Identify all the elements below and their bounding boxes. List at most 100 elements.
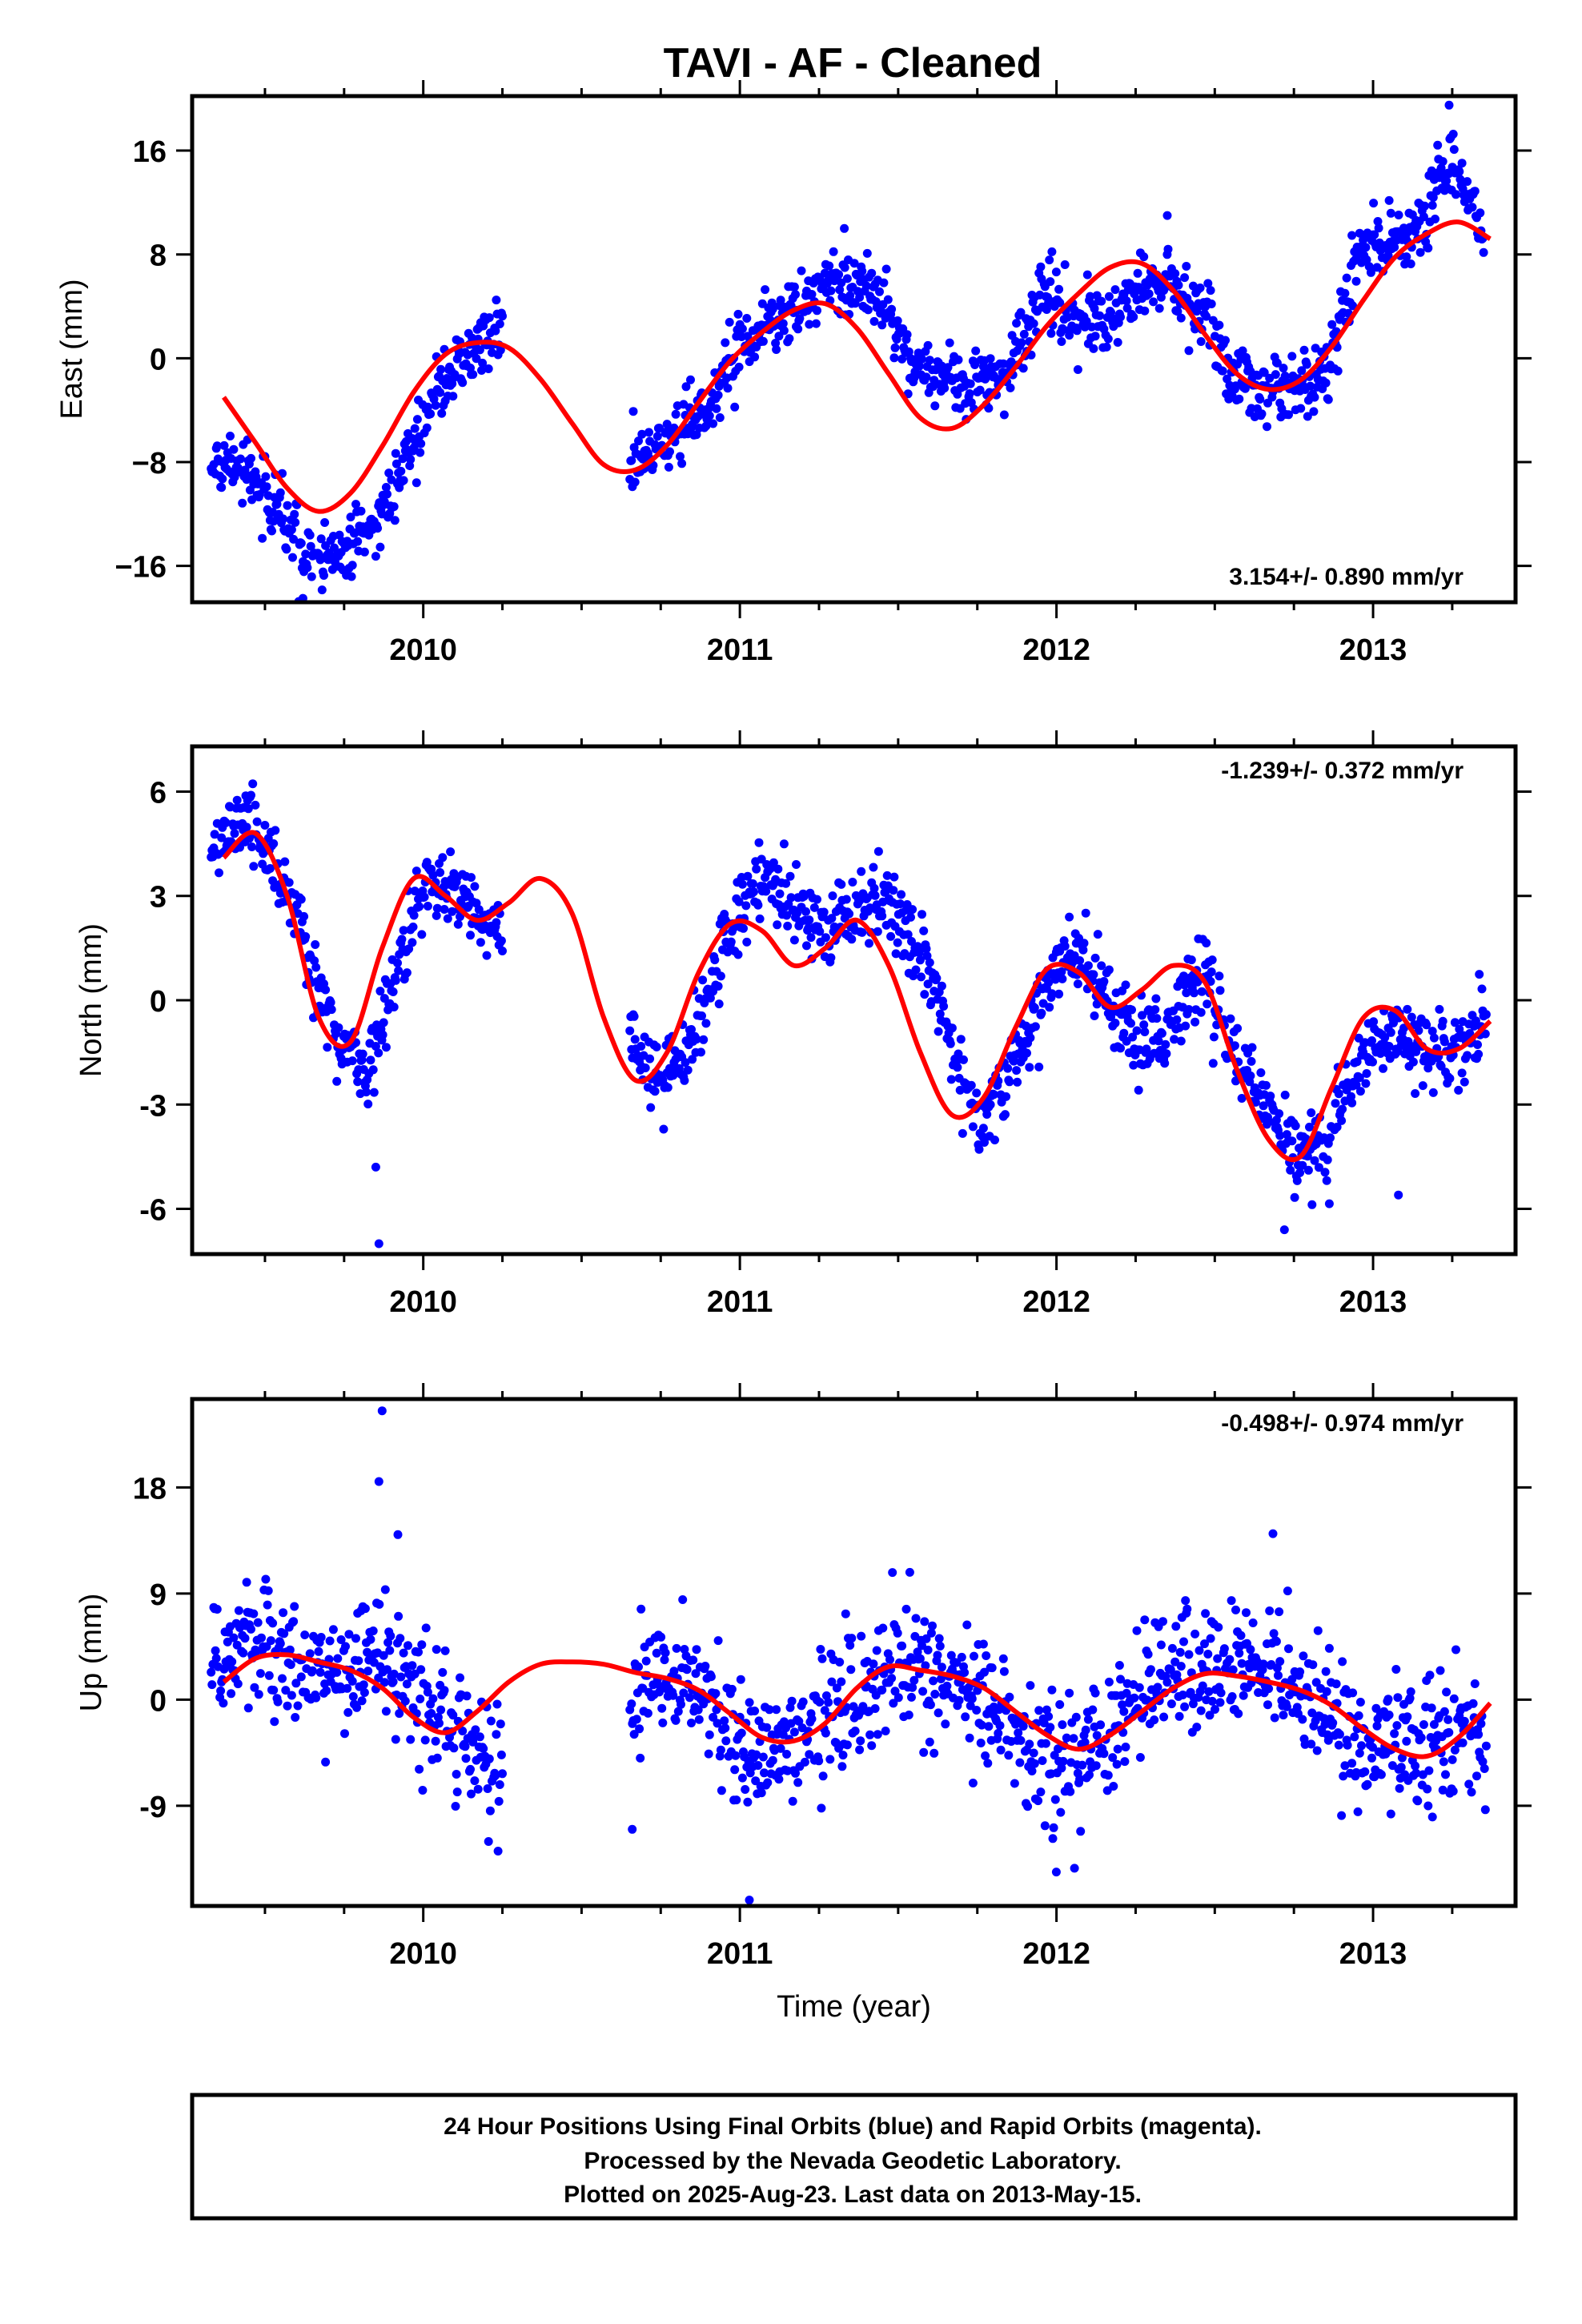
data-point <box>287 525 296 534</box>
y-tick-label: 9 <box>150 1578 167 1612</box>
data-point <box>1291 1121 1300 1131</box>
data-point <box>1390 1729 1399 1739</box>
data-point <box>1306 381 1315 391</box>
data-point <box>731 1751 741 1760</box>
data-point <box>1176 1662 1186 1671</box>
data-point <box>1470 187 1480 196</box>
data-point <box>1226 1014 1235 1023</box>
data-point <box>889 1699 898 1708</box>
data-point <box>1284 1644 1293 1654</box>
data-point <box>1126 1019 1135 1028</box>
data-point <box>769 858 778 867</box>
data-point <box>1386 1027 1395 1037</box>
data-point <box>1380 1033 1390 1043</box>
data-point <box>1235 394 1244 404</box>
data-point <box>1481 1741 1491 1751</box>
data-point <box>1046 1723 1055 1732</box>
data-point <box>1468 203 1477 212</box>
data-point <box>406 455 416 464</box>
data-point <box>353 1077 363 1087</box>
data-point <box>1162 1049 1171 1059</box>
data-point <box>776 296 785 305</box>
data-point <box>1312 1746 1322 1755</box>
data-point <box>954 355 963 364</box>
data-point <box>1403 1004 1412 1014</box>
data-point <box>942 1681 952 1691</box>
data-point <box>1478 1757 1488 1767</box>
data-point <box>250 1683 259 1692</box>
data-point <box>399 476 408 485</box>
data-point <box>669 1691 678 1700</box>
data-point <box>1184 1005 1194 1014</box>
data-point <box>986 1100 995 1109</box>
data-point <box>984 1722 994 1731</box>
data-point <box>341 1642 350 1651</box>
data-point <box>989 1090 998 1100</box>
data-point <box>368 1065 378 1075</box>
data-point <box>743 871 753 881</box>
data-point <box>420 1735 430 1745</box>
data-point <box>1323 395 1333 404</box>
data-point <box>1196 337 1206 346</box>
data-point <box>1310 1156 1319 1165</box>
data-point <box>743 1797 753 1807</box>
data-point <box>436 1705 446 1715</box>
data-point <box>1170 1035 1179 1044</box>
data-point <box>1129 312 1138 322</box>
data-point <box>768 304 777 314</box>
data-point <box>1372 1721 1382 1731</box>
data-point <box>1259 368 1269 377</box>
data-point <box>1355 1698 1365 1707</box>
data-point <box>869 883 879 893</box>
data-point <box>797 266 806 275</box>
data-point <box>755 914 765 923</box>
data-point <box>957 1652 966 1662</box>
data-point <box>1030 1003 1039 1012</box>
data-point <box>394 1611 404 1621</box>
data-point <box>987 1663 997 1673</box>
data-point <box>1195 1646 1204 1655</box>
data-point <box>267 526 276 536</box>
data-point <box>978 1639 988 1649</box>
data-point <box>994 1728 1003 1738</box>
data-point <box>1287 1675 1297 1684</box>
data-point <box>1215 320 1224 330</box>
data-point <box>415 1764 424 1774</box>
data-point <box>320 518 330 527</box>
data-point <box>263 1586 273 1595</box>
data-point <box>701 421 711 431</box>
y-tick-label: 0 <box>150 343 167 376</box>
data-point <box>1441 1770 1450 1779</box>
data-point <box>417 930 427 939</box>
data-point <box>1357 1741 1366 1751</box>
data-point <box>779 326 789 336</box>
data-point <box>937 981 946 991</box>
data-point <box>428 1694 438 1703</box>
data-point <box>1435 1004 1444 1014</box>
data-point <box>1178 1691 1187 1699</box>
data-point <box>961 1712 970 1722</box>
data-point <box>841 1609 850 1618</box>
data-point <box>1134 1683 1144 1692</box>
data-point <box>919 926 929 935</box>
data-point <box>1158 1617 1167 1626</box>
data-point <box>742 937 752 947</box>
data-point <box>1196 1706 1206 1715</box>
data-point <box>1047 1685 1057 1695</box>
data-point <box>438 1667 448 1677</box>
data-point <box>1073 979 1082 989</box>
data-point <box>340 1729 349 1739</box>
data-point <box>754 838 764 847</box>
data-point <box>317 585 327 595</box>
data-point <box>1355 1073 1364 1083</box>
outlier-point <box>628 1824 637 1834</box>
data-point <box>1366 267 1375 277</box>
data-point <box>643 1708 652 1718</box>
data-point <box>1347 1759 1357 1768</box>
data-point <box>975 385 985 395</box>
data-point <box>1374 223 1383 233</box>
data-point <box>373 524 383 533</box>
data-point <box>921 372 931 382</box>
data-point <box>934 1027 943 1036</box>
